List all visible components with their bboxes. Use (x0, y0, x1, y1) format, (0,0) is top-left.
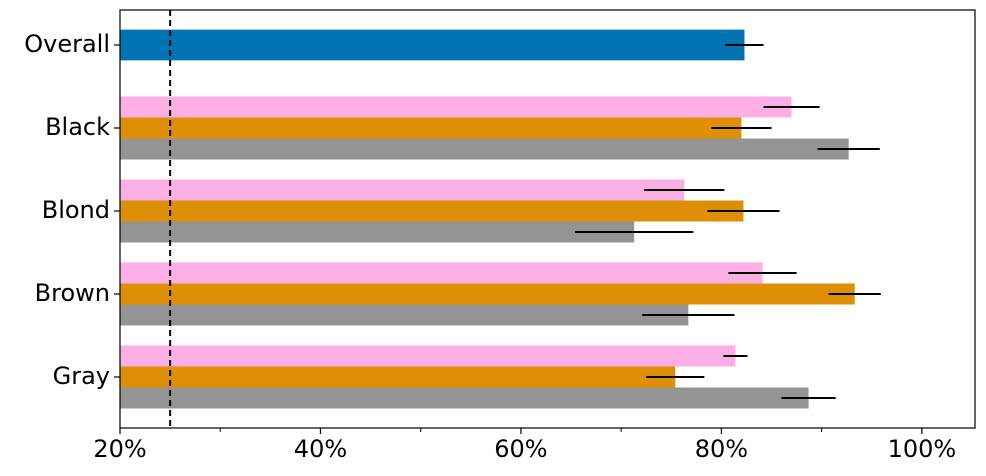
bar (120, 200, 744, 222)
bar (120, 262, 763, 284)
x-tick-label: 80% (695, 435, 748, 463)
y-tick-label: Black (45, 113, 110, 141)
y-tick-label: Gray (53, 362, 110, 390)
bar (120, 345, 736, 367)
bar (120, 221, 635, 243)
bar (120, 96, 792, 118)
y-tick-label: Brown (35, 279, 110, 307)
x-tick-label: 100% (888, 435, 957, 463)
bar (120, 366, 676, 388)
bar (120, 283, 855, 305)
bar (120, 304, 689, 326)
plot-frame (119, 9, 976, 429)
bar (120, 117, 742, 139)
bar (120, 138, 849, 160)
x-tick-label: 20% (93, 435, 146, 463)
x-tick-label: 40% (294, 435, 347, 463)
bar (120, 387, 809, 409)
bar (120, 179, 685, 201)
y-tick-label: Overall (24, 30, 110, 58)
bar (120, 29, 745, 61)
x-tick-label: 60% (494, 435, 547, 463)
y-tick-label: Blond (42, 196, 110, 224)
